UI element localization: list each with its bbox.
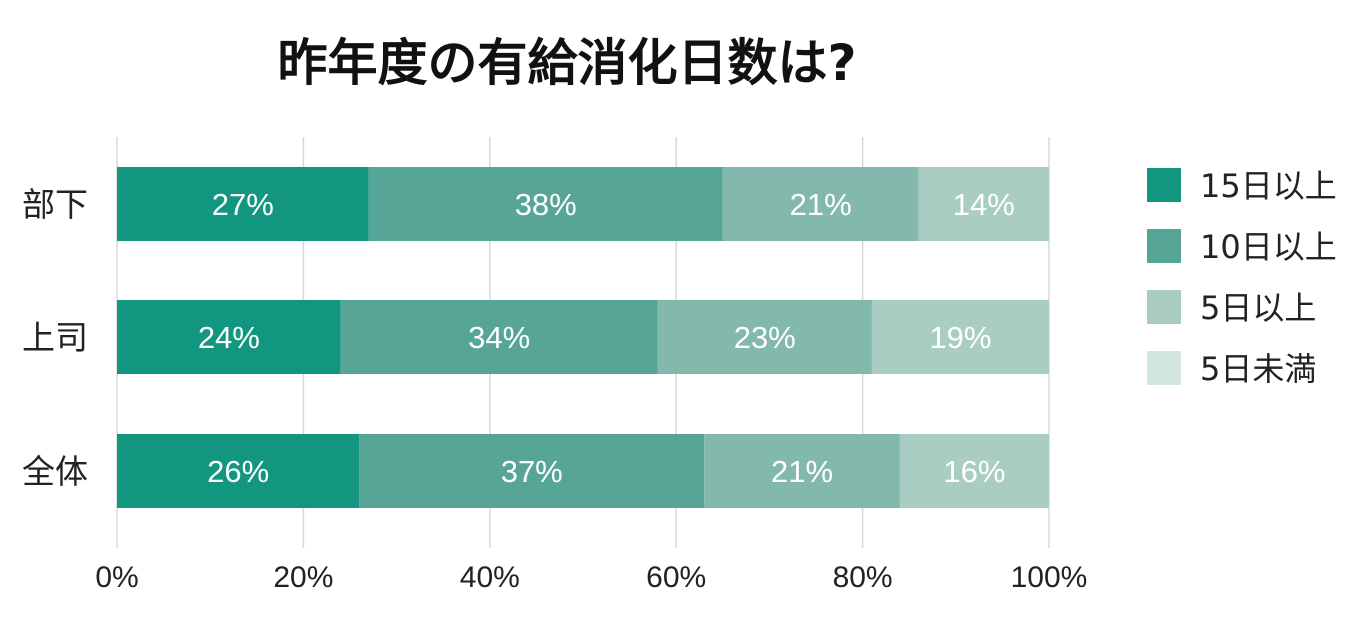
- x-tick-label: 80%: [833, 561, 893, 594]
- bar-segment: [117, 167, 369, 241]
- x-tick-label: 0%: [95, 561, 138, 594]
- bar-value-label: 37%: [501, 454, 563, 489]
- x-tick-label: 20%: [273, 561, 333, 594]
- x-tick-label: 100%: [1011, 561, 1088, 594]
- bar-segment: [899, 434, 1049, 508]
- legend-swatch: [1147, 351, 1181, 385]
- bar-segment: [918, 167, 1049, 241]
- bar-value-label: 26%: [207, 454, 269, 489]
- chart-title: 昨年度の有給消化日数は?: [277, 34, 856, 92]
- legend-label: 15日以上: [1200, 167, 1337, 205]
- bar-value-label: 24%: [198, 320, 260, 355]
- bar-segment: [722, 167, 919, 241]
- legend-swatch: [1147, 229, 1181, 263]
- bar-value-label: 21%: [771, 454, 833, 489]
- bar-value-label: 27%: [212, 187, 274, 222]
- legend-swatch: [1147, 168, 1181, 202]
- bar-segment: [117, 300, 341, 374]
- category-label: 上司: [22, 318, 88, 357]
- bar-value-label: 34%: [468, 320, 530, 355]
- bar-segment: [368, 167, 723, 241]
- bar-value-label: 19%: [929, 320, 991, 355]
- bar-value-label: 21%: [790, 187, 852, 222]
- bar-value-label: 16%: [943, 454, 1005, 489]
- bar-segment: [117, 434, 360, 508]
- legend-swatch: [1147, 290, 1181, 324]
- bar-value-label: 23%: [734, 320, 796, 355]
- bar-segment: [657, 300, 872, 374]
- bar-segment: [871, 300, 1049, 374]
- category-label: 全体: [22, 452, 88, 491]
- x-tick-label: 60%: [646, 561, 706, 594]
- bar-segment: [359, 434, 705, 508]
- x-tick-label: 40%: [460, 561, 520, 594]
- bar-value-label: 14%: [953, 187, 1015, 222]
- bar-segment: [340, 300, 658, 374]
- legend-label: 5日未満: [1200, 350, 1316, 388]
- legend: 15日以上 10日以上 5日以上 5日未満: [1147, 167, 1337, 388]
- bar-value-label: 38%: [515, 187, 577, 222]
- legend-label: 10日以上: [1200, 228, 1337, 266]
- bars: 27% 38% 21% 14% 24% 34% 23% 19% 26% 37% 21% 16%: [117, 167, 1049, 508]
- category-label: 部下: [22, 185, 88, 224]
- bar-segment: [704, 434, 900, 508]
- x-axis-tick-labels: 0% 20% 40% 60% 80% 100%: [95, 561, 1087, 594]
- legend-label: 5日以上: [1200, 289, 1316, 327]
